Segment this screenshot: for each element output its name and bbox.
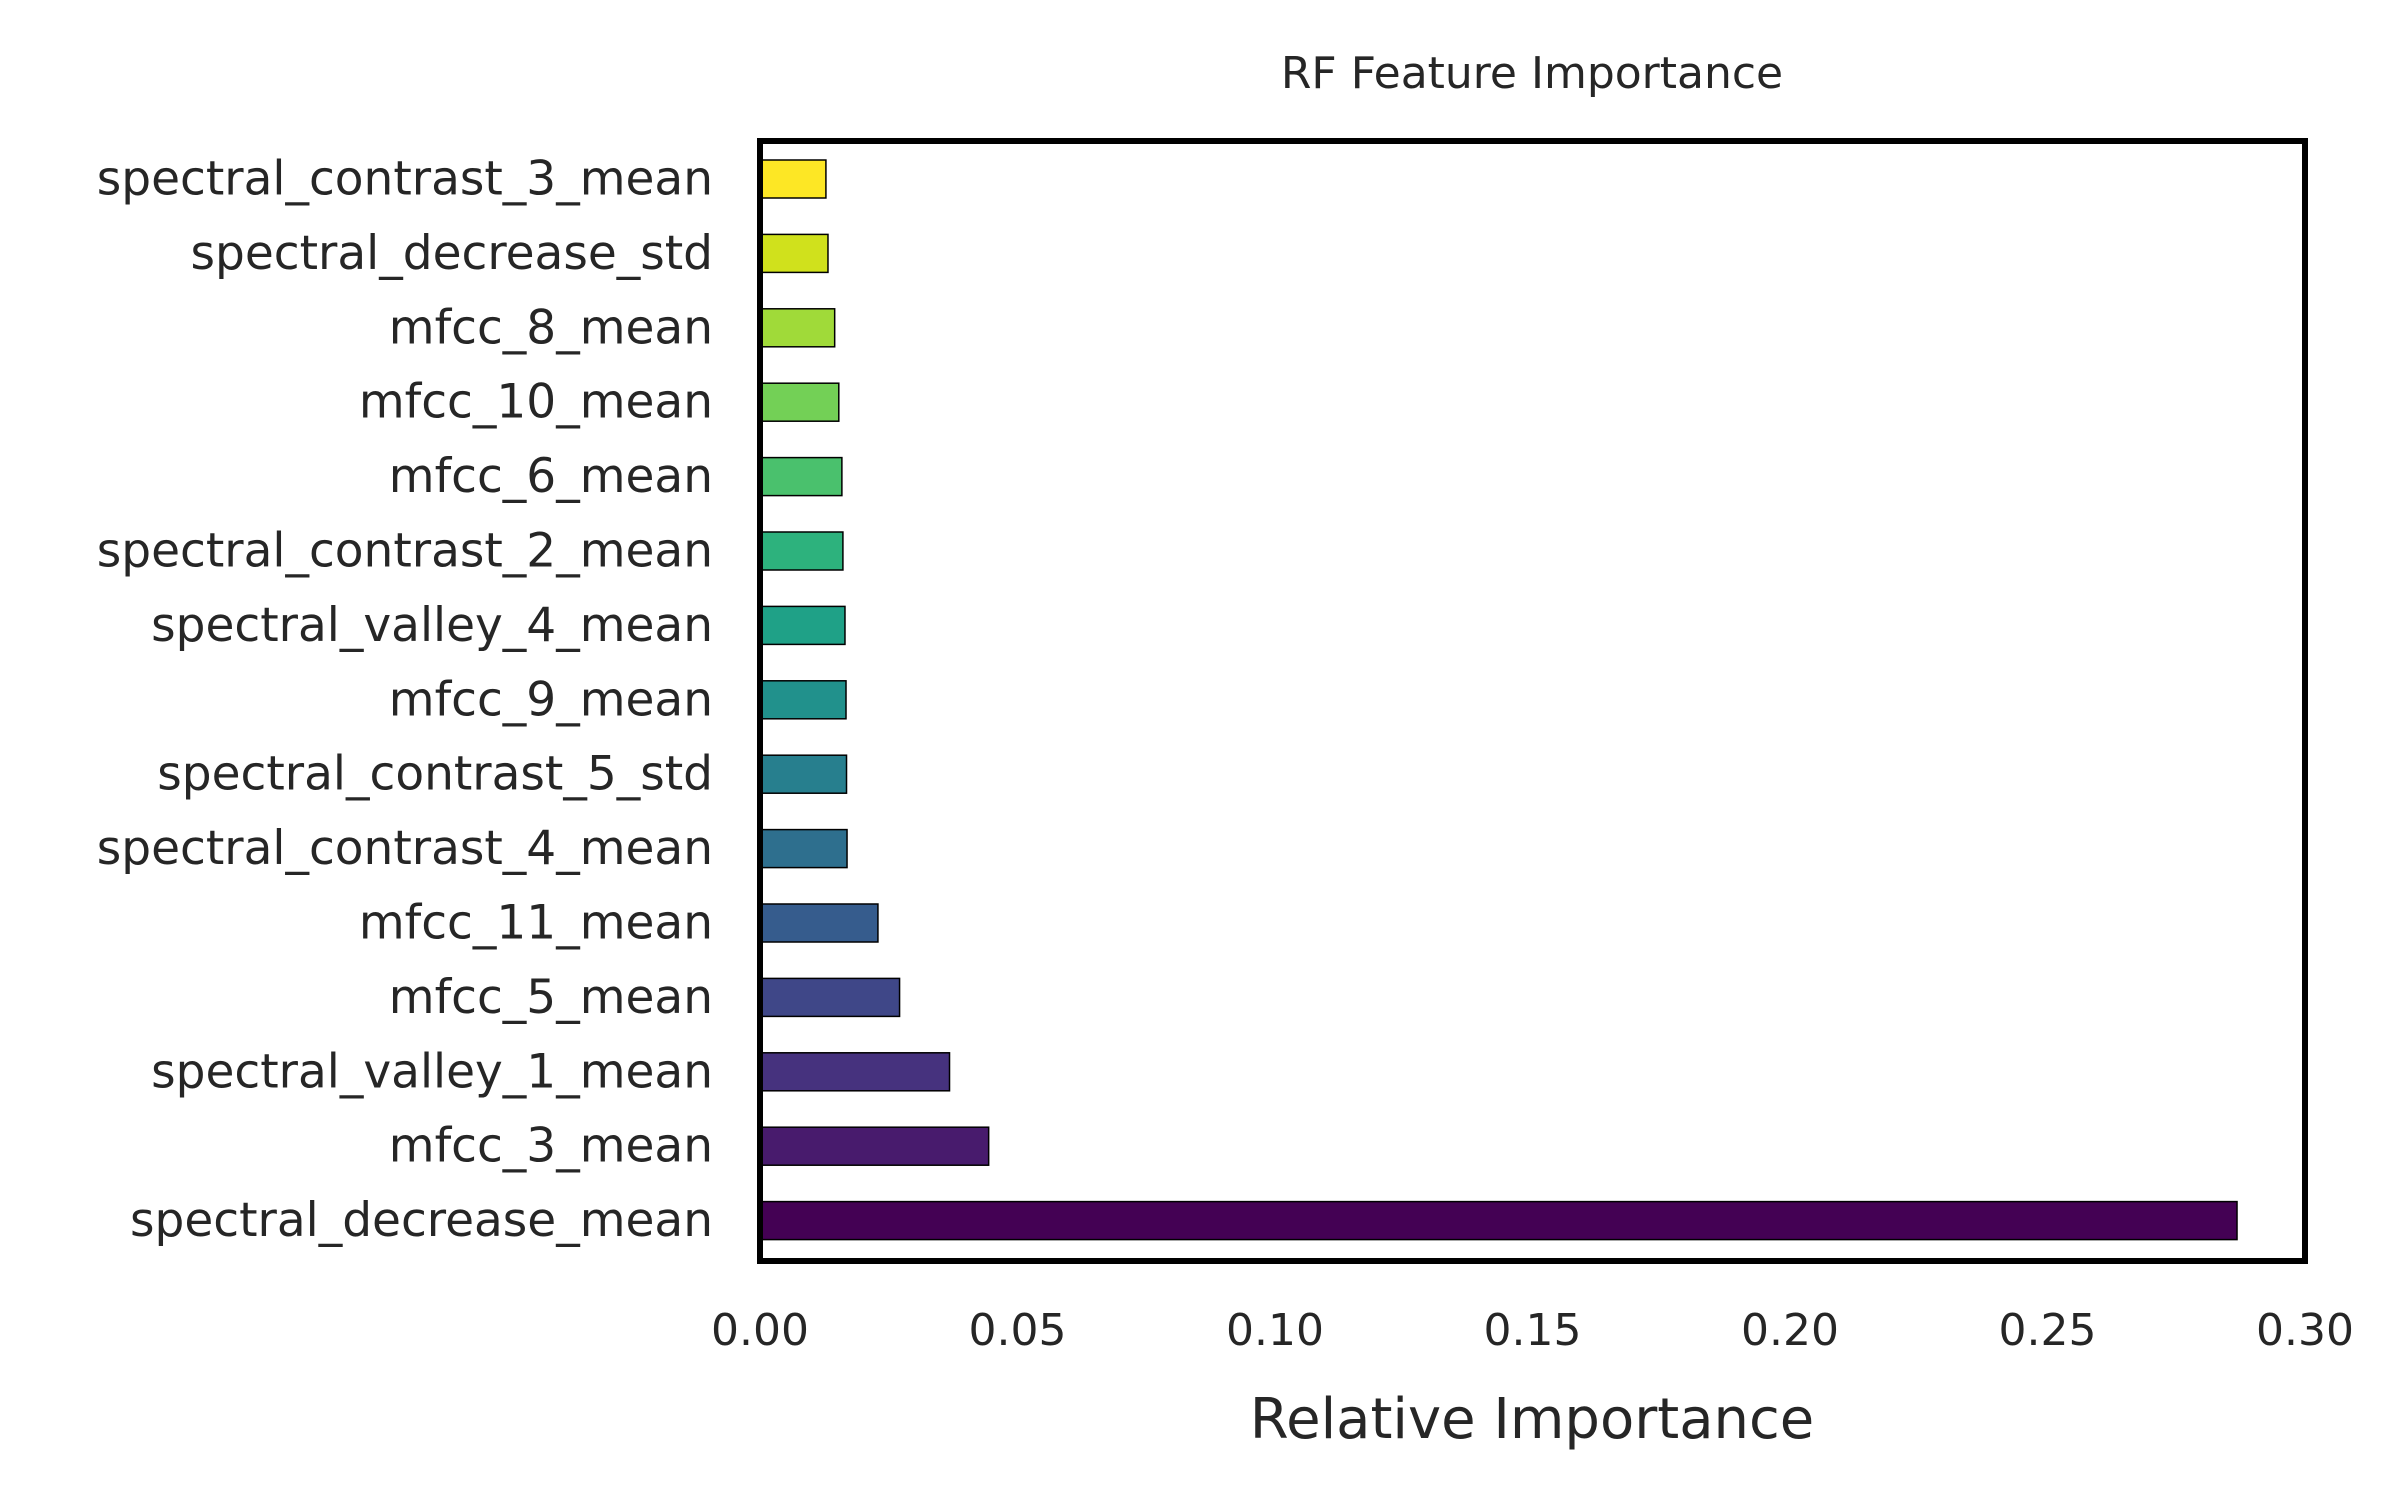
bar-mfcc_6_mean (759, 456, 843, 497)
bars-layer (759, 159, 2238, 1241)
bar-mfcc_8_mean (759, 308, 836, 348)
y-tick-label: spectral_contrast_3_mean (97, 152, 713, 207)
y-tick-label: spectral_decrease_std (191, 226, 713, 281)
bar-spectral_contrast_4_mean (759, 828, 848, 869)
plot-frame (757, 138, 2308, 1264)
y-tick-label: spectral_decrease_mean (130, 1193, 713, 1248)
y-tick-label: mfcc_11_mean (359, 896, 713, 951)
y-tick-label: spectral_valley_1_mean (151, 1044, 713, 1099)
y-tick-label: mfcc_3_mean (389, 1119, 713, 1174)
bar-mfcc_3_mean (759, 1126, 990, 1166)
bar-spectral_decrease_mean (759, 1200, 2238, 1241)
bar-spectral_contrast_2_mean (759, 531, 844, 571)
y-tick-label: spectral_valley_4_mean (151, 598, 713, 653)
x-tick-label: 0.00 (711, 1305, 809, 1356)
y-tick-label: mfcc_8_mean (389, 300, 713, 355)
y-tick-label: mfcc_5_mean (389, 970, 713, 1025)
x-tick-label: 0.10 (1226, 1305, 1324, 1356)
y-tick-label: mfcc_9_mean (389, 672, 713, 727)
x-tick-label: 0.15 (1484, 1305, 1582, 1356)
bar-spectral_valley_4_mean (759, 605, 846, 646)
chart-title: RF Feature Importance (1281, 48, 1783, 99)
bar-mfcc_11_mean (759, 903, 879, 943)
x-axis-label: Relative Importance (1250, 1387, 1815, 1452)
x-tick-labels: 0.00 0.05 0.10 0.15 0.20 0.25 0.30 (711, 1305, 2354, 1356)
y-tick-label: spectral_contrast_5_std (157, 747, 713, 802)
x-tick-label: 0.25 (1999, 1305, 2097, 1356)
y-tick-label: mfcc_6_mean (389, 449, 713, 504)
bar-spectral_valley_1_mean (759, 1052, 951, 1092)
x-tick-label: 0.30 (2256, 1305, 2354, 1356)
x-tick-label: 0.05 (969, 1305, 1067, 1356)
y-tick-label: spectral_contrast_4_mean (97, 821, 713, 876)
y-tick-label: spectral_contrast_2_mean (97, 524, 713, 579)
x-tick-label: 0.20 (1741, 1305, 1839, 1356)
bar-spectral_decrease_std (759, 233, 829, 274)
y-tick-labels: spectral_contrast_3_mean spectral_decreas… (97, 152, 713, 1249)
bar-spectral_contrast_5_std (759, 754, 848, 794)
bar-spectral_contrast_3_mean (759, 159, 827, 199)
bar-mfcc_9_mean (759, 680, 847, 720)
bar-mfcc_5_mean (759, 977, 901, 1018)
bar-mfcc_10_mean (759, 382, 840, 422)
y-tick-label: mfcc_10_mean (359, 375, 713, 430)
